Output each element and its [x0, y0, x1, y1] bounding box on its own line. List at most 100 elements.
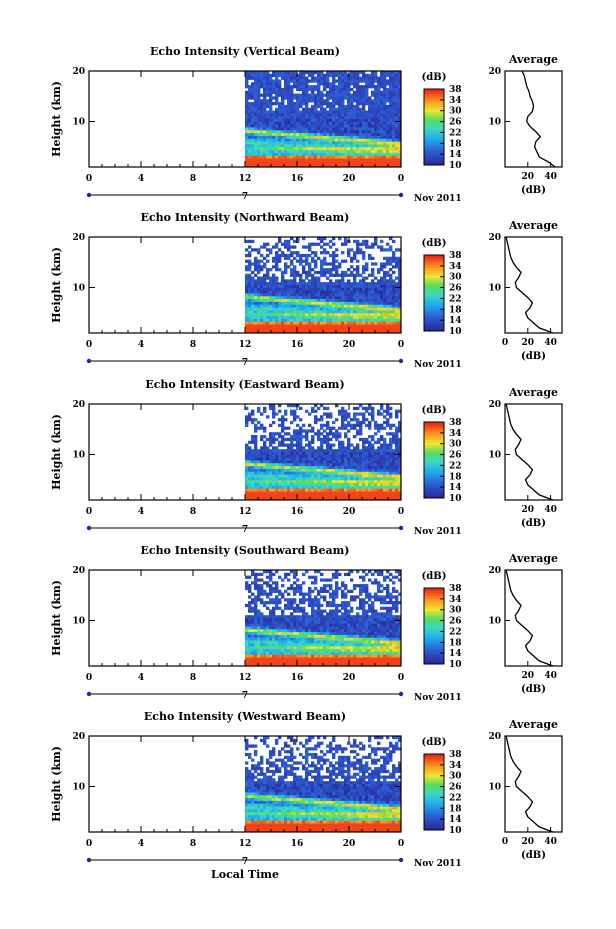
heatmap-cell: [371, 437, 375, 442]
heatmap-cell: [314, 79, 318, 83]
heatmap-cell: [305, 245, 309, 249]
heatmap-cell: [386, 124, 390, 128]
heatmap-cell: [347, 454, 351, 459]
heatmap-cell: [392, 581, 396, 585]
heatmap-cell: [392, 586, 396, 591]
heatmap-cell: [305, 570, 309, 574]
heatmap-cell: [374, 468, 378, 473]
heatmap-cell: [395, 121, 399, 126]
heatmap-cell: [359, 113, 363, 117]
heatmap-cell: [275, 485, 279, 490]
heatmap-cell: [293, 282, 297, 286]
heatmap-cell: [332, 285, 336, 289]
heatmap-cell: [347, 144, 351, 148]
heatmap-cell: [269, 480, 273, 484]
heatmap-cell: [365, 316, 369, 320]
colorbar-segment: [424, 101, 444, 105]
heatmap-cell: [305, 432, 309, 436]
heatmap-cell: [356, 239, 360, 244]
heatmap-cell: [365, 150, 369, 154]
heatmap-cell: [248, 327, 252, 331]
profile-frame: [504, 403, 563, 501]
heatmap-cell: [305, 327, 309, 331]
heatmap-cell: [341, 85, 345, 89]
heatmap-cell: [320, 90, 324, 94]
heatmap-cell: [374, 327, 378, 331]
heatmap-cell: [398, 485, 402, 490]
heatmap-cell: [365, 239, 369, 244]
heatmap-cell: [356, 93, 360, 97]
heatmap-cell: [281, 152, 285, 157]
heatmap-cell: [332, 144, 336, 148]
heatmap-cell: [275, 73, 279, 78]
heatmap-cell: [293, 449, 297, 453]
heatmap-cell: [395, 589, 399, 593]
heatmap-cell: [281, 135, 285, 140]
heatmap-cell: [359, 316, 363, 320]
heatmap-cell: [320, 488, 324, 492]
heatmap-cell: [257, 466, 261, 470]
heatmap-cell: [275, 598, 279, 602]
heatmap-cell: [293, 102, 297, 106]
heatmap-cell: [272, 296, 276, 300]
colorbar-segment: [424, 91, 444, 95]
heatmap-cell: [329, 324, 333, 328]
colorbar-segment: [424, 328, 444, 332]
heatmap-cell: [395, 463, 399, 467]
heatmap-cell: [275, 82, 279, 86]
heatmap-cell: [353, 316, 357, 320]
heatmap-cell: [287, 121, 291, 126]
heatmap-cell: [308, 592, 312, 596]
heatmap-cell: [254, 141, 258, 145]
heatmap-cell: [284, 443, 288, 447]
heatmap-cell: [251, 592, 255, 596]
heatmap-cell: [350, 443, 354, 447]
heatmap-cell: [335, 454, 339, 459]
heatmap-cell: [317, 158, 321, 162]
heatmap-cell: [380, 480, 384, 484]
heatmap-cell: [314, 147, 318, 151]
heatmap-cell: [263, 147, 267, 151]
heatmap-cell: [365, 418, 369, 422]
heatmap-cell: [272, 79, 276, 83]
heatmap-cell: [353, 457, 357, 461]
heatmap-cell: [329, 287, 333, 292]
heatmap-cell: [362, 290, 366, 294]
heatmap-cell: [302, 324, 306, 328]
heatmap-cell: [251, 279, 255, 283]
heatmap-cell: [335, 460, 339, 464]
heatmap-cell: [254, 494, 258, 498]
colorbar-unit: (dB): [422, 72, 447, 83]
heatmap-cell: [287, 488, 291, 492]
heatmap-cell: [356, 265, 360, 269]
heatmap-cell: [317, 127, 321, 131]
heatmap-cell: [356, 152, 360, 157]
heatmap-cell: [395, 310, 399, 314]
heatmap-cell: [311, 485, 315, 490]
heatmap-cell: [299, 307, 303, 311]
heatmap-cell: [347, 107, 351, 111]
heatmap-cell: [347, 480, 351, 484]
heatmap-cell: [257, 155, 261, 159]
heatmap-cell: [314, 113, 318, 117]
heatmap-cell: [299, 327, 303, 331]
heatmap-cell: [314, 251, 318, 255]
heatmap-cell: [380, 494, 384, 498]
heatmap-cell: [272, 73, 276, 78]
heatmap-cell: [305, 437, 309, 442]
heatmap-cell: [269, 248, 273, 252]
heatmap-cell: [338, 90, 342, 94]
heatmap-cell: [320, 245, 324, 249]
heatmap-cell: [317, 287, 321, 292]
heatmap-cell: [392, 71, 396, 75]
heatmap-cell: [368, 491, 372, 495]
heatmap-cell: [260, 330, 264, 334]
heatmap-cell: [302, 485, 306, 490]
heatmap-cell: [377, 412, 381, 416]
heatmap-cell: [377, 452, 381, 456]
heatmap-cell: [302, 446, 306, 450]
heatmap-cell: [389, 256, 393, 260]
heatmap-cell: [371, 435, 375, 439]
colorbar-segment: [424, 427, 444, 430]
heatmap-cell: [386, 491, 390, 495]
